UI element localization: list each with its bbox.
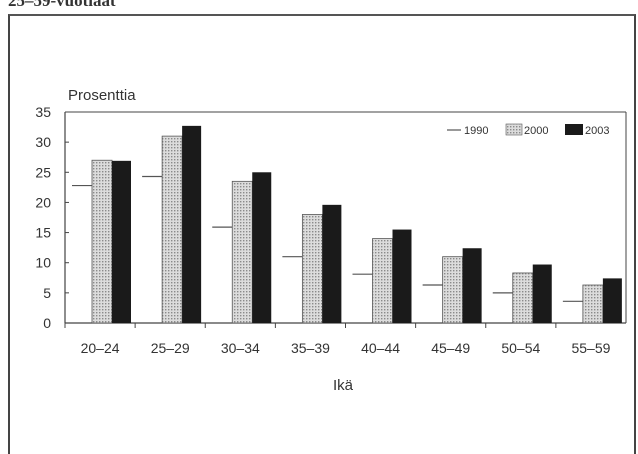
bar-2000 — [582, 284, 604, 324]
bar-2003 — [252, 172, 272, 323]
bars — [72, 125, 622, 324]
bar-2000 — [231, 180, 253, 324]
legend: 1990 2000 2003 — [447, 123, 609, 137]
legend-2003-swatch — [565, 124, 583, 135]
bar-2003 — [392, 229, 412, 323]
bar-2003 — [112, 160, 131, 323]
x-tick-label: 40–44 — [361, 340, 400, 356]
bar-2003 — [532, 264, 552, 323]
bar-2003 — [322, 204, 342, 323]
y-tick-label: 0 — [43, 315, 51, 331]
x-tick-label: 50–54 — [501, 340, 540, 356]
bar-2003 — [182, 125, 202, 323]
y-axis-title: Prosenttia — [68, 87, 136, 104]
bar-2000 — [442, 256, 464, 324]
legend-2000-swatch — [505, 123, 523, 136]
x-tick-label: 45–49 — [431, 340, 470, 356]
bar-2000 — [301, 214, 323, 324]
y-tick-label: 10 — [35, 255, 51, 271]
y-tick-label: 25 — [35, 164, 51, 180]
bar-2000 — [91, 159, 113, 324]
x-tick-label: 20–24 — [81, 340, 120, 356]
y-axis: 0 5 10 15 20 25 30 35 — [35, 104, 627, 331]
page-heading: 25–59-vuotiaat — [8, 0, 116, 10]
bar-2000 — [372, 238, 393, 324]
y-tick-label: 5 — [43, 285, 51, 301]
x-axis-title: Ikä — [333, 377, 354, 394]
legend-2003-label: 2003 — [585, 125, 609, 137]
y-tick-label: 20 — [35, 194, 51, 210]
y-tick-label: 35 — [35, 104, 51, 120]
x-tick-label: 25–29 — [151, 340, 190, 356]
legend-1990-label: 1990 — [464, 125, 488, 137]
x-tick-label: 30–34 — [221, 340, 260, 356]
x-tick-label: 55–59 — [571, 340, 610, 356]
x-axis: 20–24 25–29 30–34 35–39 40–44 45–49 50–54 55–59 — [64, 322, 626, 356]
bar-2003 — [602, 278, 622, 323]
bar-2000 — [512, 272, 534, 324]
chart-frame — [8, 14, 636, 454]
y-tick-label: 30 — [35, 134, 51, 150]
bar-2000 — [161, 135, 183, 324]
x-tick-label: 35–39 — [291, 340, 330, 356]
bar-2003 — [462, 248, 482, 323]
y-tick-label: 15 — [35, 225, 51, 241]
legend-2000-label: 2000 — [524, 125, 548, 137]
